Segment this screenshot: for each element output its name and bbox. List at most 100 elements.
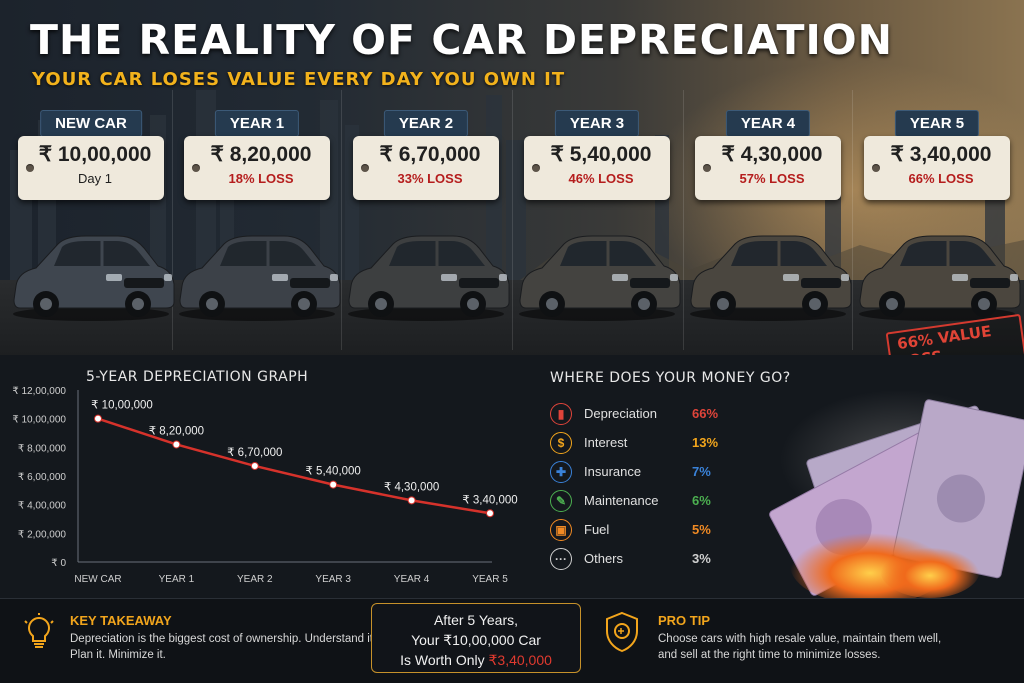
x-tick-label: NEW CAR [74, 574, 121, 585]
takeaway-line: Depreciation is the biggest cost of owne… [70, 633, 377, 645]
timeline-label: YEAR 1 [214, 110, 300, 137]
price-note: Day 1 [78, 171, 112, 186]
breakdown-percent: 13% [692, 435, 719, 450]
money-breakdown-panel: WHERE DOES YOUR MONEY GO? ▮ Depreciation… [532, 355, 1024, 600]
wrench-icon: ✎ [550, 489, 572, 512]
tip-text: Choose cars with high resale value, main… [658, 631, 958, 663]
breakdown-name: Interest [584, 435, 628, 450]
column-divider [852, 90, 853, 350]
x-tick-label: YEAR 2 [237, 574, 273, 585]
breakdown-name: Maintenance [584, 493, 659, 508]
breakdown-row-maintenance: ✎ Maintenance 6% [550, 486, 750, 515]
breakdown-percent: 66% [692, 406, 719, 421]
timeline-label: NEW CAR [40, 110, 142, 137]
series-line [97, 417, 491, 515]
depreciation-line-chart: ₹ 0 ₹ 2,00,000 ₹ 4,00,000 ₹ 6,00,000 ₹ 8,00,… [12, 386, 517, 585]
summary-line: Is Worth Only ₹3,40,000 [372, 650, 580, 670]
data-point [172, 440, 181, 449]
breakdown-percent: 7% [692, 464, 711, 479]
tip-line: Choose cars with high resale value, main… [658, 633, 942, 645]
timeline-label: YEAR 5 [894, 110, 980, 137]
price-value: ₹ 5,40,000 [550, 143, 652, 166]
summary-line: Your ₹10,00,000 Car [411, 632, 541, 648]
timeline-year-1: YEAR 1 ₹ 8,20,000 18% LOSS [172, 110, 342, 350]
breakdown-row-depreciation: ▮ Depreciation 66% [550, 399, 750, 428]
bottom-bar: KEY TAKEAWAY Depreciation is the biggest… [0, 598, 1024, 683]
x-tick-label: YEAR 4 [394, 574, 430, 585]
breakdown-name: Others [584, 551, 624, 566]
breakdown-percent: 5% [692, 522, 711, 537]
breakdown-name: Fuel [584, 522, 610, 537]
price-value: ₹ 4,30,000 [721, 143, 823, 166]
data-label: ₹ 6,70,000 [227, 447, 282, 459]
car-image [179, 235, 341, 321]
timeline-year-5: YEAR 5 ₹ 3,40,000 66% LOSS [852, 110, 1022, 350]
price-tag: ₹ 8,20,000 18% LOSS [184, 136, 330, 200]
fuel-icon: ▣ [550, 518, 572, 541]
tip-title: PRO TIP [658, 613, 711, 628]
breakdown-percent: 3% [692, 551, 711, 566]
data-label: ₹ 10,00,000 [91, 400, 153, 412]
loss-percent: 57% LOSS [739, 171, 805, 186]
price-tag: ₹ 3,40,000 66% LOSS [864, 136, 1010, 200]
price-value: ₹ 8,20,000 [210, 143, 312, 166]
timeline-new-car: NEW CAR ₹ 10,00,000 Day 1 [6, 110, 176, 350]
data-point [250, 461, 259, 470]
breakdown-row-interest: $ Interest 13% [550, 428, 750, 457]
money-title: WHERE DOES YOUR MONEY GO? [550, 370, 791, 386]
car-image [690, 235, 852, 321]
summary-line: After 5 Years, [433, 612, 519, 628]
breakdown-name: Depreciation [584, 406, 657, 421]
data-label: ₹ 3,40,000 [462, 494, 517, 506]
loss-percent: 46% LOSS [568, 171, 634, 186]
lightbulb-icon [24, 613, 54, 648]
bar-chart-icon: ▮ [550, 402, 572, 425]
price-value: ₹ 10,00,000 [38, 143, 152, 166]
timeline-year-2: YEAR 2 ₹ 6,70,000 33% LOSS [341, 110, 511, 350]
car-image [859, 235, 1021, 321]
y-tick-label: ₹ 10,00,000 [12, 415, 66, 426]
data-label: ₹ 8,20,000 [149, 425, 204, 437]
data-point [329, 480, 338, 489]
y-tick-label: ₹ 2,00,000 [18, 529, 67, 540]
column-divider [683, 90, 684, 350]
breakdown-list: ▮ Depreciation 66% $ Interest 13% ✚ Insu… [550, 399, 750, 573]
graph-title: 5-YEAR DEPRECIATION GRAPH [86, 369, 309, 385]
shield-icon: ✚ [550, 460, 572, 483]
x-tick-label: YEAR 1 [159, 574, 195, 585]
tag-hole [532, 164, 540, 172]
column-divider [512, 90, 513, 350]
column-divider [341, 90, 342, 350]
data-point [486, 509, 494, 518]
y-tick-label: ₹ 0 [51, 558, 66, 569]
page-subtitle: YOUR CAR LOSES VALUE EVERY DAY YOU OWN I… [32, 69, 566, 90]
loss-percent: 66% LOSS [908, 171, 974, 186]
tag-hole [192, 164, 200, 172]
takeaway-title: KEY TAKEAWAY [70, 613, 172, 628]
breakdown-percent: 6% [692, 493, 711, 508]
tip-line: and sell at the right time to minimize l… [658, 649, 881, 661]
car-image [13, 235, 175, 321]
summary-amount: ₹3,40,000 [488, 652, 552, 668]
column-divider [172, 90, 173, 350]
timeline-label: YEAR 3 [554, 110, 640, 137]
y-tick-label: ₹ 6,00,000 [18, 472, 67, 483]
x-tick-label: YEAR 5 [472, 574, 508, 585]
analysis-section: 5-YEAR DEPRECIATION GRAPH ₹ 0 ₹ 2,00,000 ₹… [0, 355, 1024, 600]
loss-percent: 18% LOSS [228, 171, 294, 186]
timeline-label: YEAR 4 [725, 110, 811, 137]
data-label: ₹ 5,40,000 [306, 466, 361, 478]
y-tick-label: ₹ 4,00,000 [18, 501, 67, 512]
price-tag: ₹ 6,70,000 33% LOSS [353, 136, 499, 200]
timeline-label: YEAR 2 [383, 110, 469, 137]
car-image [519, 235, 681, 321]
burning-money-illustration [769, 390, 1024, 600]
breakdown-name: Insurance [584, 464, 642, 479]
coin-icon: $ [550, 431, 572, 454]
data-point [94, 414, 102, 423]
hero-scene: THE REALITY OF CAR DEPRECIATION YOUR CAR… [0, 0, 1024, 355]
more-icon: ··· [550, 547, 572, 570]
data-label: ₹ 4,30,000 [384, 481, 439, 493]
shield-tip-icon [606, 611, 638, 653]
x-tick-label: YEAR 3 [315, 574, 351, 585]
